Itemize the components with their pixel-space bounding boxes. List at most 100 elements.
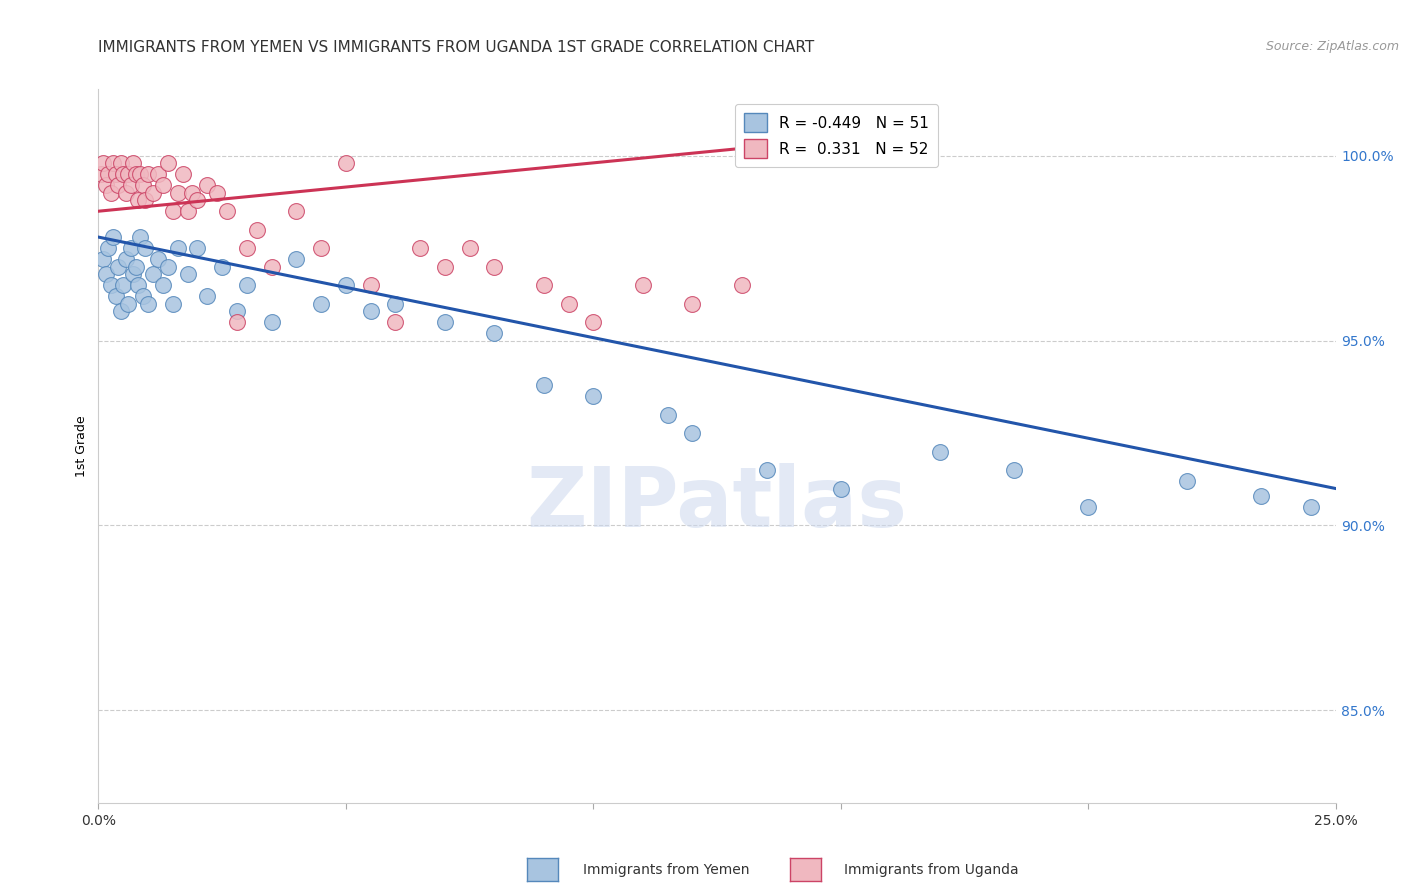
- Point: [681, 425, 703, 440]
- Point: [114, 252, 136, 267]
- Point: [104, 167, 127, 181]
- Point: [236, 241, 259, 255]
- Point: [226, 315, 249, 329]
- Point: [100, 186, 122, 200]
- Point: [156, 260, 179, 274]
- Point: [136, 296, 159, 310]
- Point: [176, 204, 198, 219]
- Point: [134, 193, 156, 207]
- Point: [335, 156, 357, 170]
- Point: [129, 230, 152, 244]
- Point: [186, 193, 208, 207]
- Point: [657, 408, 679, 422]
- Y-axis label: 1st Grade: 1st Grade: [75, 415, 89, 477]
- Point: [132, 289, 155, 303]
- Point: [127, 278, 149, 293]
- Point: [100, 278, 122, 293]
- Point: [260, 315, 283, 329]
- Point: [335, 278, 357, 293]
- Point: [122, 156, 145, 170]
- Point: [142, 186, 165, 200]
- Point: [103, 156, 125, 170]
- Point: [830, 482, 852, 496]
- Point: [533, 278, 555, 293]
- Point: [360, 278, 382, 293]
- Point: [1077, 500, 1099, 514]
- Point: [107, 260, 129, 274]
- Point: [176, 267, 198, 281]
- Point: [90, 167, 112, 181]
- Point: [162, 296, 184, 310]
- Point: [582, 315, 605, 329]
- Point: [93, 252, 115, 267]
- Point: [117, 167, 139, 181]
- Point: [129, 167, 152, 181]
- Point: [260, 260, 283, 274]
- Point: [103, 230, 125, 244]
- Point: [134, 241, 156, 255]
- Point: [360, 304, 382, 318]
- Point: [124, 167, 146, 181]
- Point: [122, 267, 145, 281]
- Point: [162, 204, 184, 219]
- Point: [146, 252, 169, 267]
- Point: [97, 167, 120, 181]
- Point: [172, 167, 194, 181]
- Legend: R = -0.449   N = 51, R =  0.331   N = 52: R = -0.449 N = 51, R = 0.331 N = 52: [735, 104, 938, 167]
- Point: [484, 260, 506, 274]
- Point: [195, 289, 218, 303]
- Point: [104, 289, 127, 303]
- Text: 0.0%: 0.0%: [82, 814, 115, 828]
- Point: [132, 178, 155, 193]
- Point: [195, 178, 218, 193]
- Point: [285, 204, 308, 219]
- Point: [142, 267, 165, 281]
- Point: [1299, 500, 1322, 514]
- Point: [120, 178, 142, 193]
- Point: [186, 241, 208, 255]
- Text: 25.0%: 25.0%: [1313, 814, 1358, 828]
- Point: [557, 296, 579, 310]
- Point: [156, 156, 179, 170]
- Point: [117, 296, 139, 310]
- Point: [166, 186, 188, 200]
- Point: [1002, 463, 1025, 477]
- Point: [217, 204, 239, 219]
- Point: [582, 389, 605, 403]
- Point: [458, 241, 481, 255]
- Point: [124, 260, 146, 274]
- Point: [755, 463, 778, 477]
- Point: [285, 252, 308, 267]
- Point: [127, 193, 149, 207]
- Point: [110, 156, 132, 170]
- Point: [1250, 489, 1272, 503]
- Point: [205, 186, 228, 200]
- Point: [93, 156, 115, 170]
- Point: [166, 241, 188, 255]
- Point: [211, 260, 233, 274]
- Point: [136, 167, 159, 181]
- Point: [309, 296, 332, 310]
- Point: [152, 178, 174, 193]
- Point: [110, 304, 132, 318]
- Point: [309, 241, 332, 255]
- Point: [631, 278, 654, 293]
- Point: [112, 278, 135, 293]
- Point: [928, 444, 950, 458]
- Point: [120, 241, 142, 255]
- Text: ZIPatlas: ZIPatlas: [527, 463, 907, 543]
- Point: [384, 315, 406, 329]
- Text: Immigrants from Yemen: Immigrants from Yemen: [583, 863, 749, 877]
- Point: [409, 241, 432, 255]
- Point: [181, 186, 204, 200]
- Point: [731, 278, 754, 293]
- Point: [433, 260, 456, 274]
- Point: [94, 267, 117, 281]
- Text: Immigrants from Uganda: Immigrants from Uganda: [844, 863, 1018, 877]
- Point: [112, 167, 135, 181]
- Point: [236, 278, 259, 293]
- Point: [152, 278, 174, 293]
- Point: [1175, 474, 1198, 488]
- Point: [484, 326, 506, 341]
- Point: [384, 296, 406, 310]
